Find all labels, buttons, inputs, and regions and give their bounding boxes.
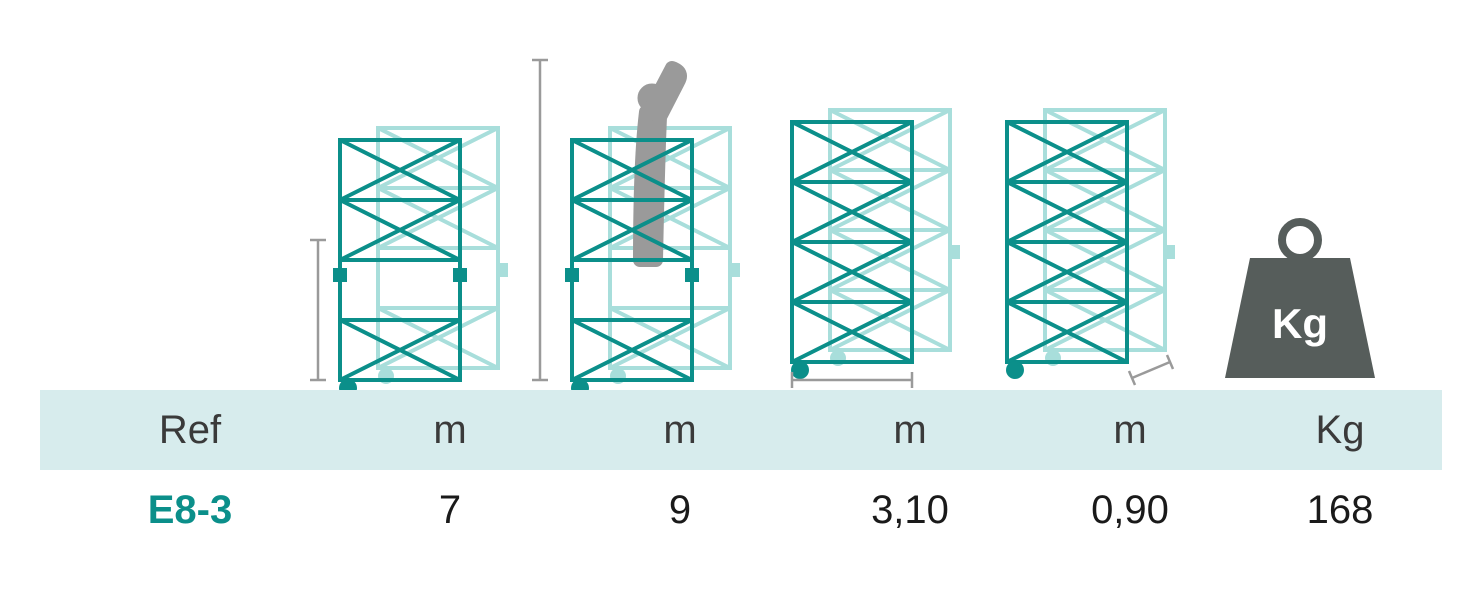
table-header-row: Ref m m m m Kg: [40, 390, 1442, 470]
data-v5: 168: [1240, 488, 1440, 533]
scaffold-depth-icon: [980, 80, 1200, 390]
header-m1: m: [340, 408, 560, 453]
data-v3: 3,10: [800, 488, 1020, 533]
data-v2: 9: [560, 488, 800, 533]
kg-label: Kg: [1272, 300, 1328, 347]
scaffold-height-icon: [300, 90, 520, 390]
header-ref: Ref: [40, 408, 340, 453]
data-v4: 0,90: [1020, 488, 1240, 533]
scaffold-reach-icon: [520, 50, 760, 390]
icons-row: Kg: [0, 50, 1482, 390]
table-data-row: E8-3 7 9 3,10 0,90 168: [40, 470, 1442, 550]
header-m2: m: [560, 408, 800, 453]
weight-icon: Kg: [1200, 210, 1400, 390]
data-ref: E8-3: [40, 488, 340, 533]
scaffold-width-icon: [760, 80, 980, 390]
infographic-container: Kg Ref m m m m Kg E8-3 7 9 3,10 0,90 168: [0, 0, 1482, 614]
header-m4: m: [1020, 408, 1240, 453]
header-m3: m: [800, 408, 1020, 453]
header-kg: Kg: [1240, 408, 1440, 453]
data-v1: 7: [340, 488, 560, 533]
